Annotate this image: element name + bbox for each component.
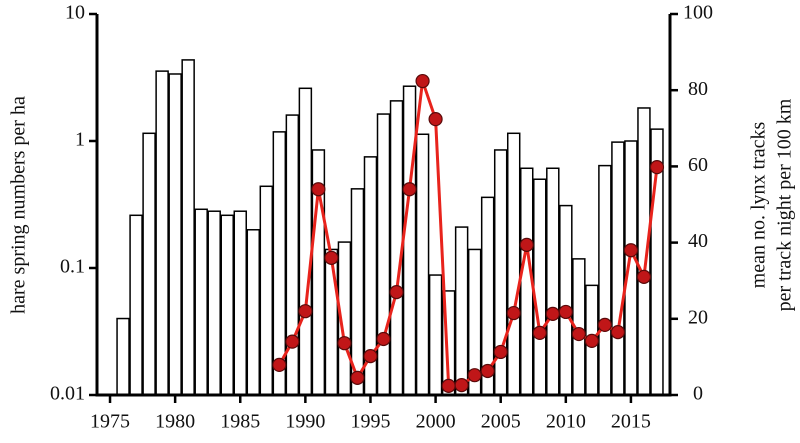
marker [324, 250, 339, 265]
marker [272, 357, 287, 373]
marker [571, 326, 586, 342]
bar [559, 204, 573, 396]
bar [298, 87, 313, 396]
bar [376, 113, 391, 396]
bar [402, 85, 417, 396]
y2-tick-label: 20 [688, 306, 708, 328]
marker [441, 378, 456, 393]
bar [285, 114, 300, 396]
bar [611, 141, 625, 396]
marker [467, 368, 482, 383]
x-tick-label: 2005 [481, 411, 521, 433]
y-tick-label: 10 [65, 2, 85, 24]
bar [129, 214, 143, 396]
marker [363, 349, 378, 364]
marker [597, 317, 612, 332]
bar [533, 178, 547, 396]
marker [636, 269, 652, 284]
bar [181, 59, 195, 396]
marker [519, 237, 534, 252]
bar [207, 210, 221, 396]
x-tick-label: 1975 [90, 411, 130, 433]
bar [220, 214, 234, 396]
y2-tick-label: 100 [683, 2, 713, 24]
bar [324, 248, 339, 396]
marker [298, 304, 313, 319]
bar [546, 167, 560, 396]
marker [415, 73, 430, 89]
marker [506, 305, 521, 321]
bar [454, 226, 469, 396]
x-tick-label: 1995 [350, 411, 390, 433]
y2-tick-label: 80 [688, 78, 708, 100]
marker [376, 331, 391, 347]
marker [623, 243, 639, 258]
y-tick-label: 0.01 [50, 383, 85, 405]
bar [598, 164, 612, 396]
marker [337, 336, 352, 351]
bar [233, 210, 247, 396]
x-tick-label: 1985 [220, 411, 260, 433]
y2-axis-label: per track night per 100 km [774, 98, 796, 311]
bar [506, 132, 521, 396]
y-tick-label: 0.1 [60, 256, 85, 278]
marker [649, 160, 665, 175]
bar [428, 274, 443, 396]
y2-tick-label: 60 [688, 154, 708, 176]
bar [168, 73, 182, 396]
marker [389, 285, 404, 300]
y-tick-label: 1 [75, 129, 85, 151]
bar [155, 70, 169, 396]
x-tick-label: 1980 [155, 411, 195, 433]
marker [545, 306, 560, 321]
marker [610, 325, 626, 340]
marker [558, 304, 573, 320]
marker [350, 370, 365, 385]
marker [402, 182, 417, 197]
y2-axis-label: mean no. lynx tracks [748, 121, 770, 288]
x-tick-label: 2010 [546, 411, 586, 433]
marker [584, 333, 599, 348]
x-tick-label: 2015 [611, 411, 651, 433]
bar [116, 317, 130, 396]
marker [532, 325, 547, 340]
bar [194, 208, 208, 396]
marker [311, 182, 326, 197]
bar [415, 133, 430, 396]
marker [454, 377, 469, 393]
marker [493, 344, 508, 360]
x-tick-label: 2000 [416, 411, 456, 433]
marker [428, 112, 443, 127]
marker [480, 363, 495, 379]
bar [142, 132, 156, 396]
x-tick-label: 1990 [285, 411, 325, 433]
y2-tick-label: 40 [688, 230, 708, 252]
y2-tick-label: 0 [693, 383, 703, 405]
marker [285, 334, 300, 349]
bar [259, 185, 274, 396]
bar [246, 229, 261, 396]
y-axis-label: hare spring numbers per ha [8, 96, 30, 314]
